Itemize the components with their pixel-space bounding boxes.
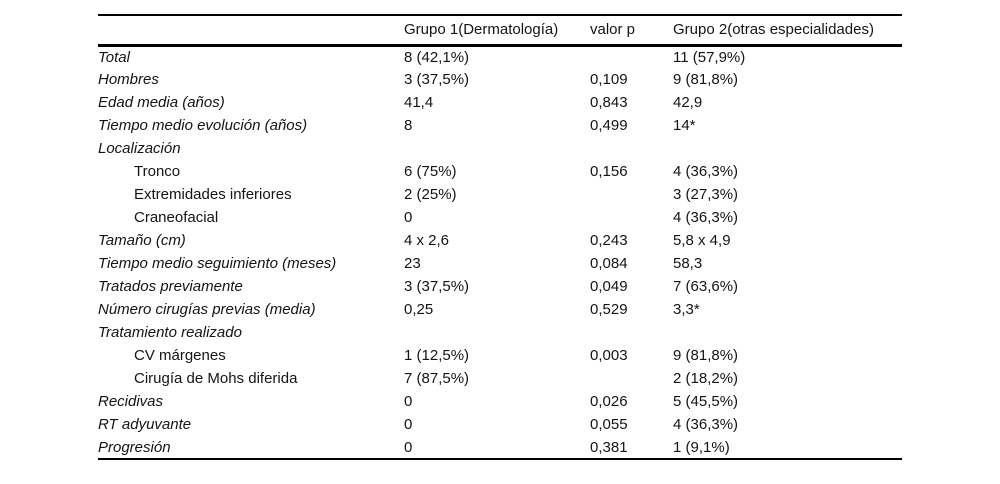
group2-value: 3,3*	[673, 301, 700, 318]
group1-value: 3 (37,5%)	[404, 71, 470, 88]
p-value: 0,381	[590, 436, 673, 460]
row-label: Tratados previamente	[98, 278, 243, 295]
group1-value	[404, 321, 590, 344]
p-value	[590, 183, 673, 206]
table-row: Total 8 (42,1%) 11 (57,9%)	[98, 45, 902, 68]
group1-value: 23	[404, 255, 421, 272]
row-label: Hombres	[98, 71, 159, 88]
group1-value: 2 (25%)	[404, 186, 457, 203]
group2-value: 5 (45,5%)	[673, 393, 739, 410]
group2-value	[673, 137, 902, 160]
row-label: Tiempo medio seguimiento (meses)	[98, 255, 337, 272]
row-label: Tiempo medio evolución (años)	[98, 117, 308, 134]
group2-value: 14*	[673, 117, 696, 134]
table-row: Craneofacial 0 4 (36,3%)	[98, 206, 902, 229]
p-value	[590, 206, 673, 229]
row-label: Cirugía de Mohs diferida	[134, 370, 298, 387]
row-label: Tratamiento realizado	[98, 324, 242, 341]
p-value: 0,243	[590, 232, 628, 249]
group1-value: 0,25	[404, 301, 434, 318]
group2-value: 1 (9,1%)	[673, 436, 902, 460]
row-label: Total	[98, 48, 130, 66]
table-row: Tratados previamente 3 (37,5%) 0,049 7 (…	[98, 275, 902, 298]
group2-value: 9 (81,8%)	[673, 347, 739, 364]
row-label: Tronco	[134, 163, 181, 180]
p-value	[590, 45, 673, 68]
header-grupo2: Grupo 2(otras especialidades)	[673, 21, 874, 39]
table-row: Tiempo medio seguimiento (meses) 23 0,08…	[98, 252, 902, 275]
group2-value: 5,8 x 4,9	[673, 232, 731, 249]
group2-value: 2 (18,2%)	[673, 370, 739, 387]
group1-value: 4 x 2,6	[404, 232, 450, 249]
p-value: 0,156	[590, 163, 628, 180]
p-value: 0,026	[590, 393, 628, 410]
row-label: RT adyuvante	[98, 416, 192, 433]
p-value: 0,049	[590, 278, 628, 295]
table-row: Número cirugías previas (media) 0,25 0,5…	[98, 298, 902, 321]
comparison-table: Grupo 1(Dermatología) valor p Grupo 2(ot…	[98, 14, 902, 460]
table-row: Edad media (años) 41,4 0,843 42,9	[98, 91, 902, 114]
row-label: Extremidades inferiores	[134, 186, 292, 203]
p-value: 0,055	[590, 416, 628, 433]
row-label: Craneofacial	[134, 209, 219, 226]
group1-value: 3 (37,5%)	[404, 278, 470, 295]
group2-value: 7 (63,6%)	[673, 278, 739, 295]
header-empty-cell	[98, 15, 404, 45]
group1-value: 6 (75%)	[404, 163, 457, 180]
table-row: Tronco 6 (75%) 0,156 4 (36,3%)	[98, 160, 902, 183]
table-row: Localización	[98, 137, 902, 160]
table-row: RT adyuvante 0 0,055 4 (36,3%)	[98, 413, 902, 436]
group2-value: 9 (81,8%)	[673, 71, 739, 88]
group2-value: 11 (57,9%)	[673, 48, 746, 66]
group1-value: 8 (42,1%)	[404, 48, 470, 66]
header-row: Grupo 1(Dermatología) valor p Grupo 2(ot…	[98, 15, 902, 45]
table-row: Tiempo medio evolución (años) 8 0,499 14…	[98, 114, 902, 137]
row-label: Número cirugías previas (media)	[98, 301, 316, 318]
p-value: 0,499	[590, 117, 628, 134]
header-grupo1: Grupo 1(Dermatología)	[404, 21, 559, 39]
row-label: Recidivas	[98, 393, 164, 410]
group1-value: 7 (87,5%)	[404, 370, 470, 387]
table-row: Tamaño (cm) 4 x 2,6 0,243 5,8 x 4,9	[98, 229, 902, 252]
p-value: 0,843	[590, 94, 628, 111]
row-label: Progresión	[98, 436, 404, 460]
p-value: 0,109	[590, 71, 628, 88]
group1-value: 0	[404, 436, 590, 460]
table-row: Cirugía de Mohs diferida 7 (87,5%) 2 (18…	[98, 367, 902, 390]
row-label: Edad media (años)	[98, 94, 225, 111]
table-row: Extremidades inferiores 2 (25%) 3 (27,3%…	[98, 183, 902, 206]
group1-value: 0	[404, 393, 413, 410]
row-label: Localización	[98, 140, 181, 157]
group2-value: 4 (36,3%)	[673, 163, 739, 180]
header-valor-p: valor p	[590, 21, 636, 39]
p-value: 0,529	[590, 301, 628, 318]
group1-value: 41,4	[404, 94, 434, 111]
p-value	[590, 367, 673, 390]
p-value	[590, 137, 673, 160]
table-row: Tratamiento realizado	[98, 321, 902, 344]
table-row: CV márgenes 1 (12,5%) 0,003 9 (81,8%)	[98, 344, 902, 367]
group2-value: 42,9	[673, 94, 703, 111]
group1-value	[404, 137, 590, 160]
group2-value: 4 (36,3%)	[673, 416, 739, 433]
p-value: 0,084	[590, 255, 628, 272]
table-body: Total 8 (42,1%) 11 (57,9%) Hombres 3 (37…	[98, 45, 902, 460]
group1-value: 0	[404, 416, 413, 433]
group1-value: 8	[404, 117, 413, 134]
table-row: Recidivas 0 0,026 5 (45,5%)	[98, 390, 902, 413]
group2-value: 58,3	[673, 255, 703, 272]
row-label: Tamaño (cm)	[98, 232, 186, 249]
group2-value: 4 (36,3%)	[673, 209, 739, 226]
table-row: Progresión 0 0,381 1 (9,1%)	[98, 436, 902, 460]
table-row: Hombres 3 (37,5%) 0,109 9 (81,8%)	[98, 68, 902, 91]
group1-value: 0	[404, 209, 413, 226]
row-label: CV márgenes	[134, 347, 226, 364]
p-value	[590, 321, 673, 344]
group2-value	[673, 321, 902, 344]
group1-value: 1 (12,5%)	[404, 347, 470, 364]
p-value: 0,003	[590, 347, 628, 364]
group2-value: 3 (27,3%)	[673, 186, 739, 203]
table-header: Grupo 1(Dermatología) valor p Grupo 2(ot…	[98, 15, 902, 45]
